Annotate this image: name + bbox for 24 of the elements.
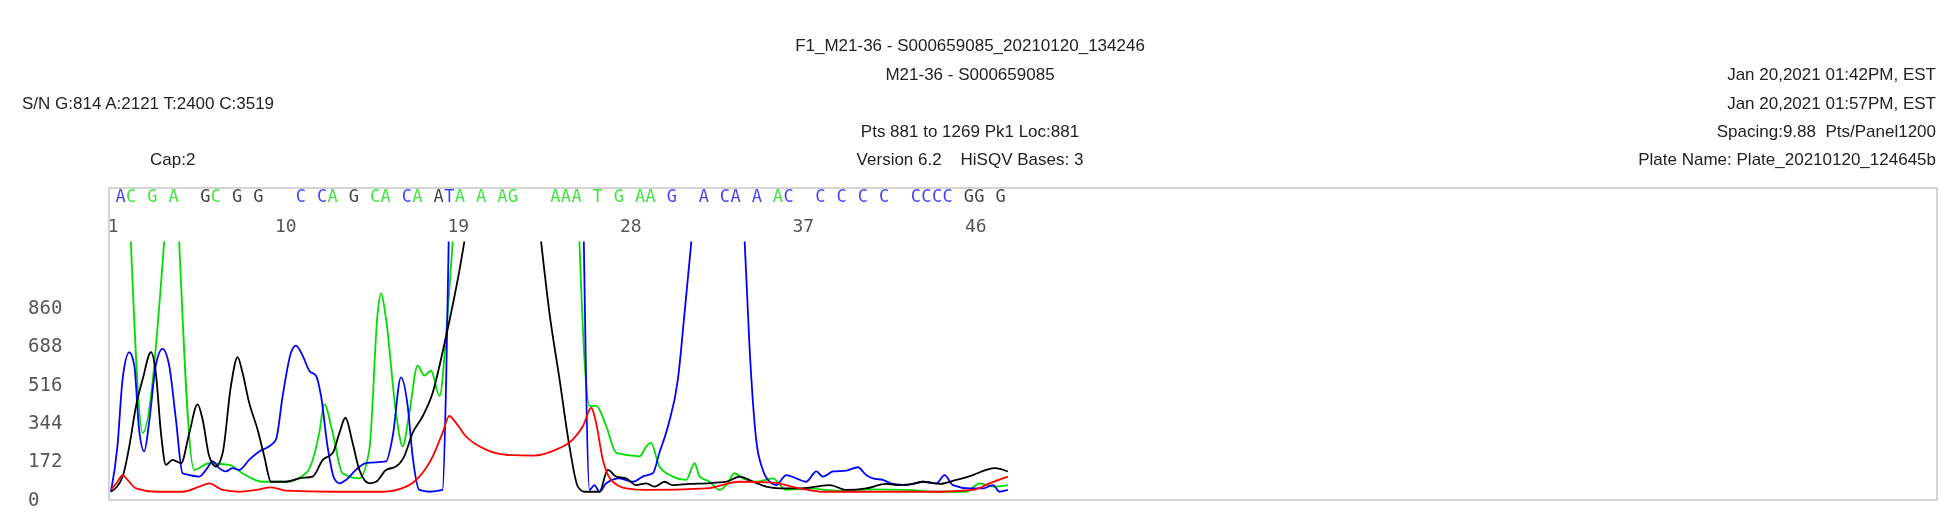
text: Spacing:9.88 Pts/Panel1200 — [1716, 122, 1936, 141]
text: Version 6.2 HiSQV Bases: 3 — [856, 150, 1084, 169]
x-tick-label: 46 — [965, 215, 987, 236]
text: Pts 881 to 1269 Pk1 Loc:881 — [860, 122, 1080, 141]
chart-subtitle: M21-36 - S000659085 — [885, 65, 1055, 84]
text: AC G A GC G G C CA G CA CA ATA A AG AAA T G AA G A CA A AC C C C C CCCC GG G — [115, 186, 1006, 206]
y-tick-label: 172 — [28, 449, 63, 472]
text: Jan 20,2021 01:42PM, EST — [1727, 65, 1936, 84]
x-tick-label: 19 — [447, 215, 470, 236]
text: Jan 20,2021 01:57PM, EST — [1727, 94, 1936, 113]
y-tick-label: 344 — [28, 410, 63, 433]
text: Plate Name: Plate_20210120_124645b — [1638, 150, 1936, 169]
y-tick-label: 0 — [28, 487, 40, 510]
text: S/N G:814 A:2121 T:2400 C:3519 — [22, 94, 275, 113]
x-tick-label: 1 — [107, 215, 119, 236]
y-tick-label: 688 — [28, 334, 63, 357]
y-tick-label: 860 — [28, 295, 63, 318]
x-tick-label: 37 — [792, 215, 815, 236]
x-tick-label: 10 — [274, 215, 297, 236]
chart-title: F1_M21-36 - S000659085_20210120_134246 — [795, 36, 1145, 55]
x-tick-label: 28 — [619, 215, 642, 236]
y-tick-label: 516 — [28, 372, 63, 395]
text: Cap:2 — [150, 150, 196, 169]
line-series — [110, 406, 1009, 493]
